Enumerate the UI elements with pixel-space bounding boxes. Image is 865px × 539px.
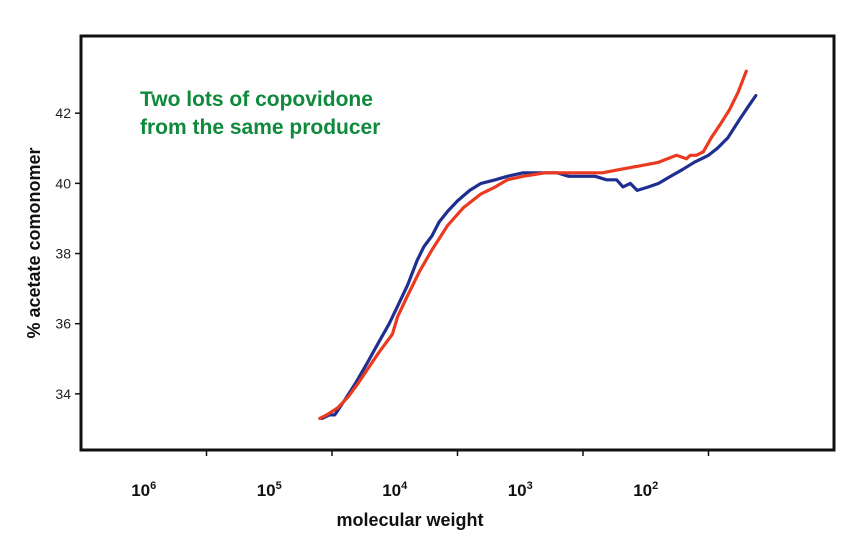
x-tick-label: 105 (257, 480, 282, 500)
series-line-2 (318, 69, 748, 420)
x-tick-label: 106 (131, 480, 156, 500)
x-tick-label: 104 (382, 480, 408, 500)
x-axis-title: molecular weight (336, 510, 483, 530)
annotation-line-2: from the same producer (140, 116, 380, 139)
y-tick-label: 38 (55, 246, 71, 262)
x-axis-ticks: 106 105 104 103 102 (131, 450, 710, 500)
series-layer (318, 69, 758, 420)
x-tick-label: 102 (633, 480, 658, 500)
y-axis-title: % acetate comonomer (24, 147, 44, 338)
plot-frame (79, 34, 836, 452)
y-tick-label: 42 (55, 105, 71, 121)
series-line-1 (320, 94, 758, 420)
x-tick-label: 103 (508, 480, 533, 500)
annotation-line-1: Two lots of copovidone (140, 88, 373, 111)
y-tick-label: 36 (55, 316, 71, 332)
y-tick-label: 34 (55, 386, 71, 402)
y-tick-label: 40 (55, 175, 71, 191)
y-axis-ticks: 34 36 38 40 42 (55, 105, 81, 402)
